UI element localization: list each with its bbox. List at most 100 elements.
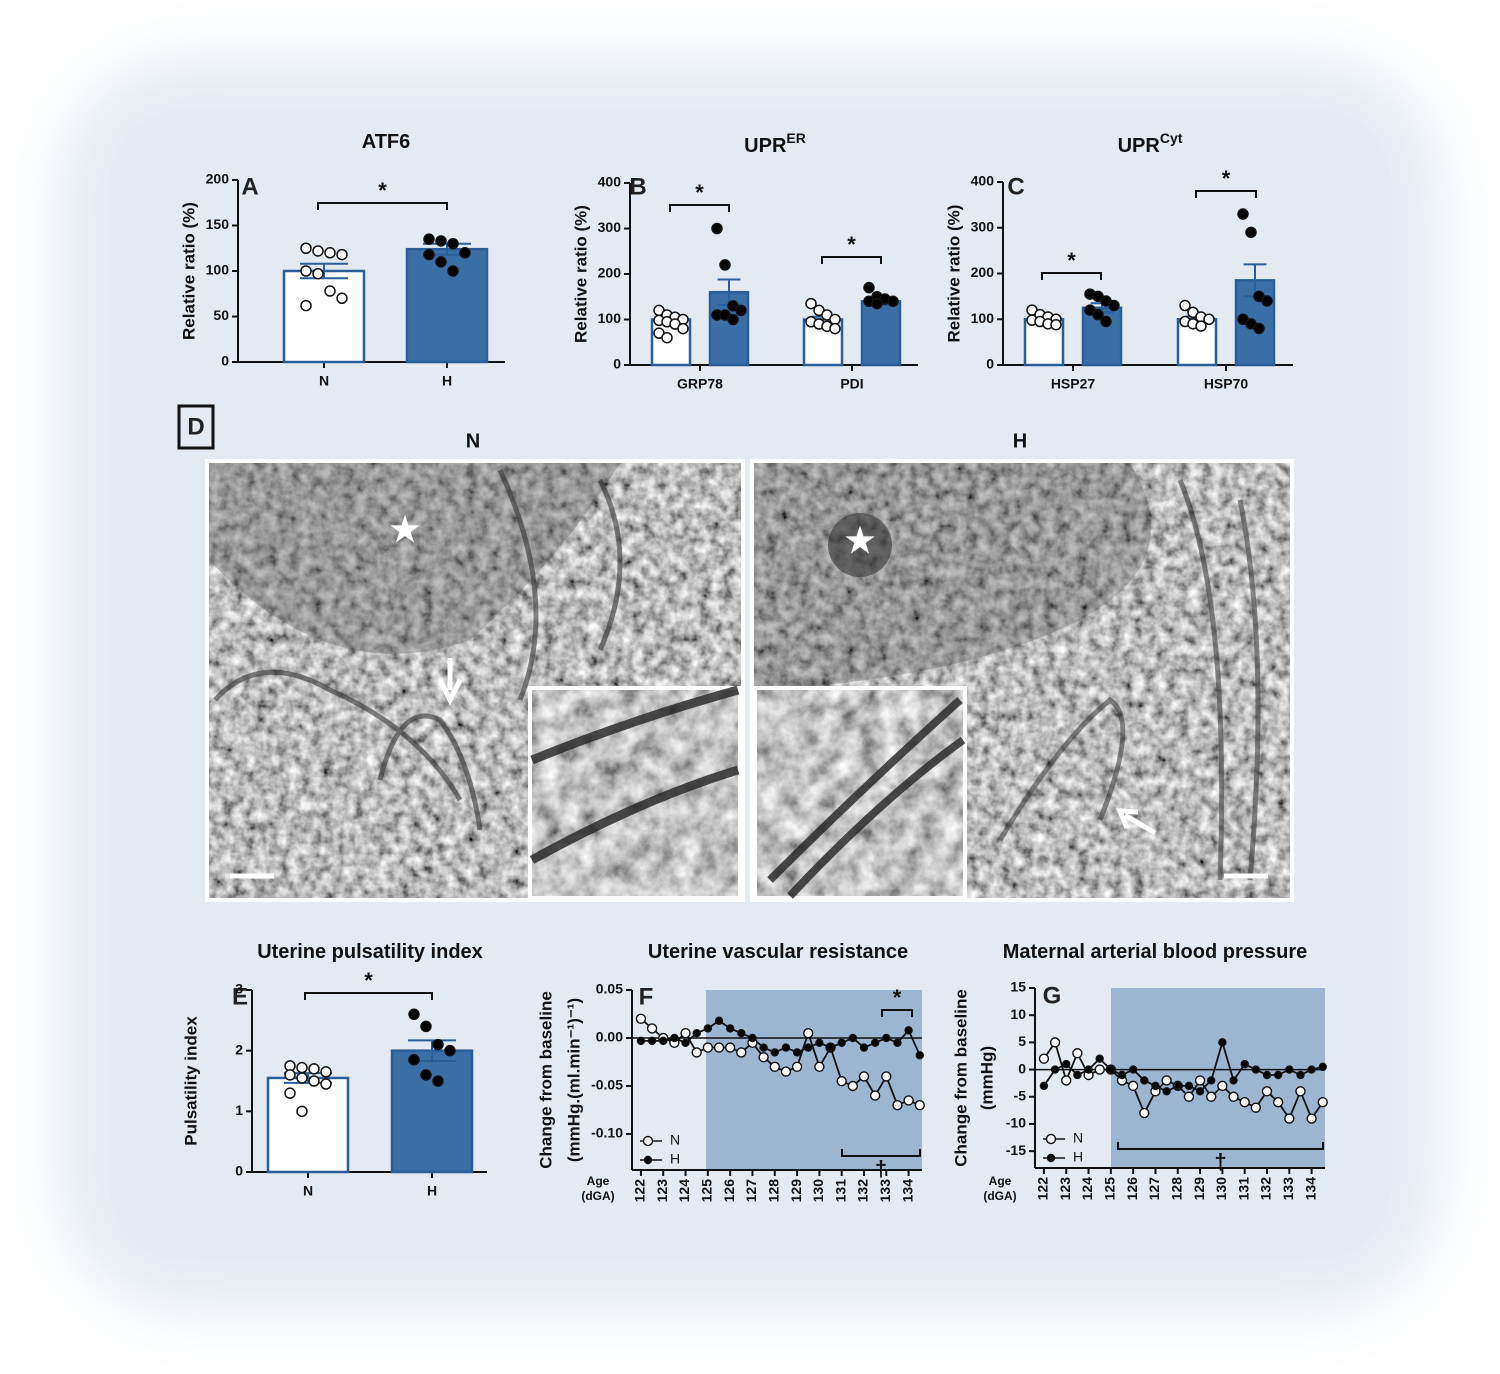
- data-point: [1194, 1075, 1206, 1086]
- data-point: [858, 1071, 870, 1082]
- y-axis-label: Pulsatility index: [181, 1016, 200, 1146]
- data-point: [670, 1033, 679, 1043]
- data-point: [792, 1048, 802, 1057]
- significance-label: *: [847, 232, 856, 257]
- data-point: [444, 1044, 456, 1057]
- data-point: [1285, 1065, 1294, 1074]
- y-tick-label: -0.10: [591, 1125, 623, 1141]
- data-point: [635, 1013, 647, 1024]
- significance-label: *: [364, 968, 373, 993]
- y-tick-label: 100: [971, 310, 995, 326]
- data-point: [420, 1020, 432, 1033]
- data-point: [724, 1042, 736, 1053]
- y-tick-label: 0: [221, 353, 229, 369]
- data-point: [1073, 1070, 1082, 1080]
- data-point: [1140, 1076, 1149, 1085]
- chart-title: UPRCyt: [1118, 130, 1183, 158]
- panel-letter: D: [187, 413, 204, 440]
- data-point: [1184, 1081, 1194, 1091]
- data-point: [1183, 1091, 1195, 1102]
- data-point: [713, 1042, 725, 1053]
- er-membrane: [213, 468, 623, 831]
- significance-label: †: [875, 1156, 887, 1181]
- y-axis-label: (mmHg): [977, 1046, 996, 1110]
- significance-bracket: [821, 256, 882, 264]
- data-point: [803, 1027, 814, 1039]
- significance-label: *: [695, 180, 704, 205]
- x-tick-label: 129: [1191, 1177, 1207, 1201]
- x-tick-label: 122: [1035, 1177, 1051, 1201]
- data-point: [904, 1026, 913, 1035]
- bar: [266, 1076, 350, 1174]
- data-point: [1239, 1096, 1250, 1108]
- data-point: [1084, 1065, 1093, 1074]
- data-point: [447, 237, 459, 250]
- data-point: [1261, 295, 1273, 307]
- y-tick-label: 50: [213, 307, 229, 323]
- y-tick-label: -10: [1006, 1115, 1026, 1131]
- data-point: [829, 322, 841, 335]
- data-point: [324, 247, 336, 259]
- bar: [282, 269, 366, 364]
- data-point: [1229, 1076, 1238, 1085]
- data-point: [680, 1027, 691, 1039]
- significance-label: *: [893, 985, 902, 1010]
- data-point: [300, 299, 312, 312]
- data-point: [1100, 315, 1112, 328]
- chart-title: ATF6: [362, 131, 411, 153]
- x-tick-label: 134: [899, 1179, 915, 1203]
- x-tick-label: 124: [676, 1179, 692, 1203]
- data-point: [1173, 1081, 1182, 1091]
- data-point: [804, 1043, 813, 1052]
- x-tick-label: 123: [1057, 1177, 1073, 1201]
- y-tick-label: 0.05: [596, 981, 623, 997]
- data-point: [1050, 318, 1062, 331]
- data-point: [1106, 1065, 1116, 1074]
- data-point: [814, 1061, 825, 1073]
- data-point: [871, 297, 883, 310]
- data-point: [1240, 1059, 1249, 1069]
- data-point: [681, 1038, 690, 1048]
- y-tick-label: 150: [206, 216, 230, 232]
- x-tick-label: 133: [1280, 1177, 1296, 1201]
- data-point: [1161, 1075, 1172, 1086]
- x-tick-label: 126: [1124, 1177, 1140, 1201]
- data-point: [1162, 1087, 1171, 1096]
- legend-marker: [1045, 1133, 1057, 1145]
- legend-label: N: [670, 1132, 680, 1148]
- data-point: [636, 1036, 646, 1046]
- chart-title: Maternal arterial blood pressure: [1003, 941, 1308, 963]
- er-membrane: [767, 697, 966, 899]
- data-point: [714, 1016, 724, 1025]
- data-point: [661, 331, 673, 344]
- data-point: [736, 1047, 747, 1058]
- y-tick-label: 200: [971, 264, 995, 280]
- data-point: [1195, 1087, 1205, 1096]
- data-point: [837, 1038, 846, 1048]
- significance-bracket: [881, 1009, 913, 1017]
- data-point: [791, 1061, 803, 1073]
- y-tick-label: 400: [971, 173, 995, 189]
- data-point: [1095, 1054, 1104, 1063]
- data-point: [780, 1066, 792, 1077]
- data-point: [859, 1043, 869, 1052]
- significance-bracket: [304, 992, 433, 1000]
- data-point: [737, 1028, 746, 1038]
- star-marker: ★: [390, 511, 420, 549]
- y-tick-label: -5: [1014, 1087, 1027, 1103]
- y-axis-label: Relative ratio (%): [944, 205, 963, 343]
- x-tick-label: 130: [810, 1179, 826, 1203]
- chart-title-superscript: ER: [786, 130, 805, 146]
- data-point: [1217, 1080, 1228, 1092]
- data-point: [1206, 1091, 1217, 1102]
- x-tick-label: 132: [855, 1179, 871, 1203]
- significance-label: *: [378, 178, 387, 203]
- data-point: [1049, 1037, 1061, 1048]
- data-point: [1295, 1086, 1306, 1097]
- data-point: [459, 247, 471, 259]
- bar: [860, 300, 902, 367]
- data-point: [296, 1061, 308, 1074]
- legend-marker: [642, 1135, 654, 1147]
- data-point: [735, 304, 747, 317]
- legend-label: H: [1073, 1149, 1083, 1165]
